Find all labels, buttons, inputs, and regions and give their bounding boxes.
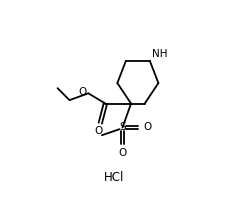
Text: O: O xyxy=(143,123,151,133)
Text: S: S xyxy=(119,123,126,133)
Text: O: O xyxy=(118,148,127,158)
Text: HCl: HCl xyxy=(104,170,124,184)
Text: O: O xyxy=(78,87,86,97)
Text: O: O xyxy=(94,126,102,136)
Text: NH: NH xyxy=(152,49,167,59)
